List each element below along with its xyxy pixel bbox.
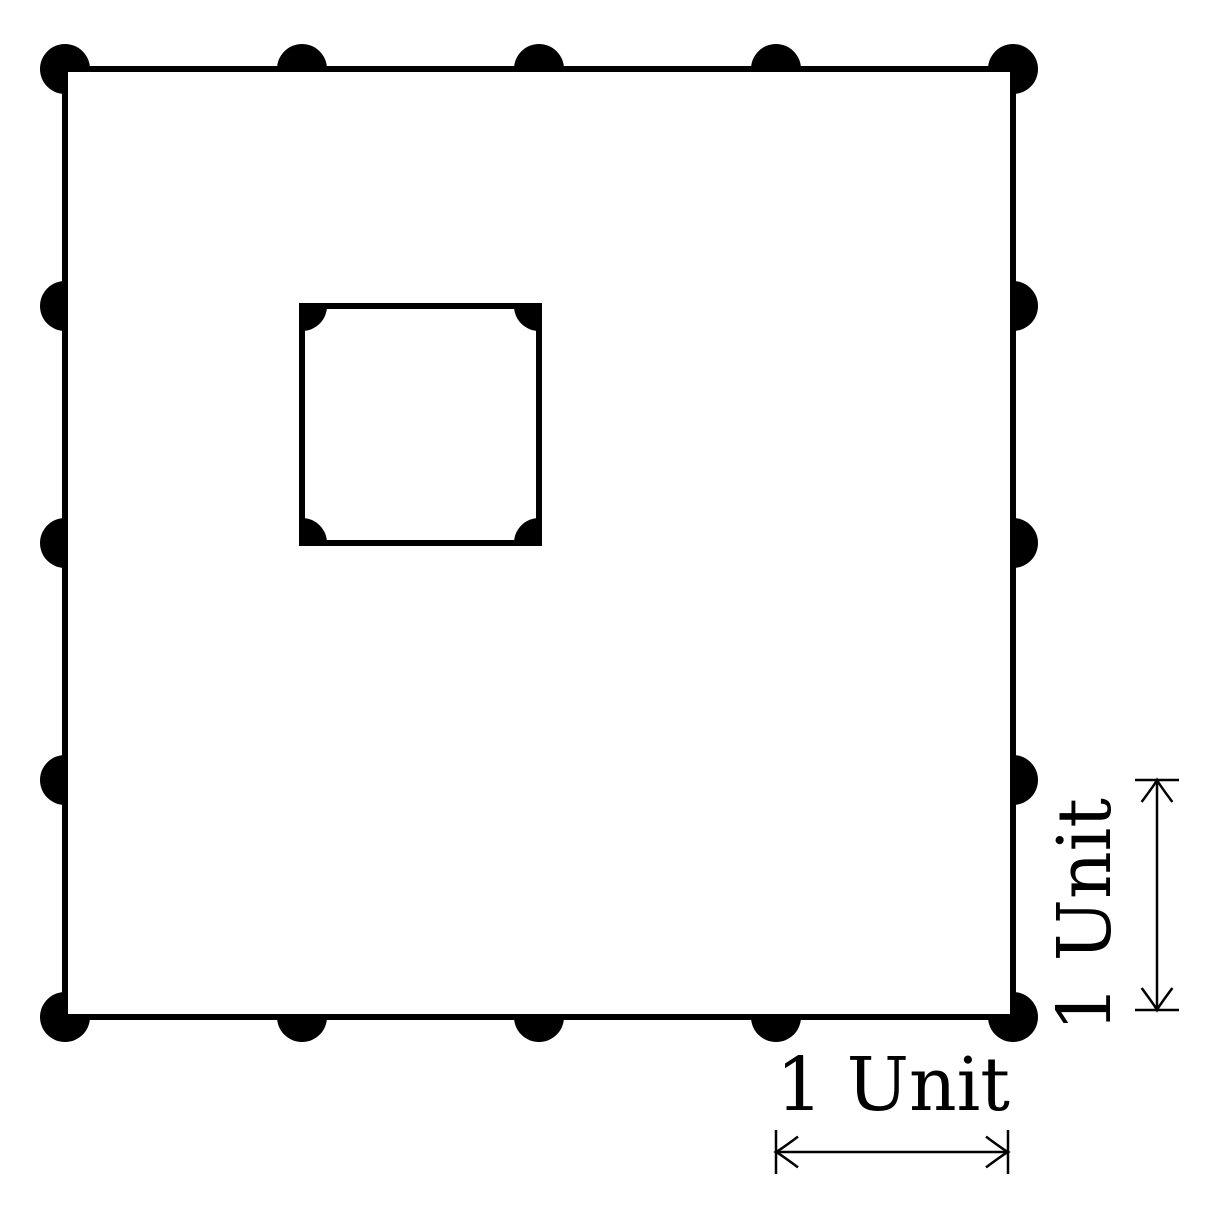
vertical-unit-dimension [1135, 777, 1179, 1013]
inner-square [299, 303, 542, 546]
inner-lattice-points [302, 306, 539, 543]
arrowhead [1140, 987, 1174, 1013]
horizontal-unit-label: 1 Unit [776, 1042, 1010, 1128]
horizontal-unit-dimension [773, 1130, 1011, 1174]
outer-square [62, 66, 1016, 1020]
vertical-unit-label: 1 Unit [1042, 798, 1128, 1032]
inner-corner-point [514, 518, 539, 543]
arrowhead [985, 1135, 1011, 1169]
arrowhead [773, 1135, 799, 1169]
inner-corner-point [302, 306, 327, 331]
inner-corner-point [302, 518, 327, 543]
arrowhead [1140, 777, 1174, 803]
inner-corner-point [514, 306, 539, 331]
